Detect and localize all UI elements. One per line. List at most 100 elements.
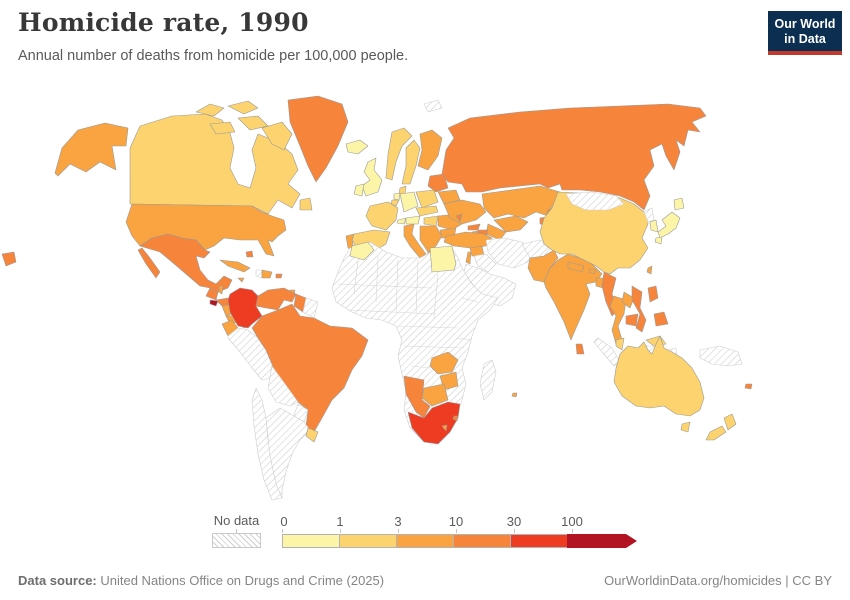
legend-bin-3-10[interactable] [396, 534, 454, 548]
country-turkey[interactable] [443, 231, 493, 249]
country-mexico-baja[interactable] [137, 247, 161, 279]
country-china[interactable] [539, 191, 649, 275]
country-namibia[interactable] [403, 375, 431, 419]
country-russia[interactable] [441, 103, 707, 211]
legend-no-data[interactable]: No data [212, 513, 261, 548]
country-puerto-rico[interactable] [275, 273, 283, 279]
country-south-africa[interactable] [407, 401, 461, 445]
country-canada-arctic-2[interactable] [227, 100, 259, 115]
country-morocco[interactable] [349, 241, 375, 261]
country-jamaica[interactable] [237, 277, 245, 283]
legend-bin-1-3[interactable] [339, 534, 397, 548]
region-haiti-no-data[interactable] [255, 269, 263, 279]
country-japan-hokkaido[interactable] [673, 197, 685, 211]
country-switzerland[interactable] [396, 217, 407, 225]
country-egypt[interactable] [429, 245, 457, 273]
country-laos[interactable] [621, 291, 635, 309]
country-colombia[interactable] [227, 287, 263, 329]
country-netherlands[interactable] [393, 192, 401, 201]
region-svalbard-no-data[interactable] [423, 99, 443, 113]
region-north-korea-no-data[interactable] [643, 207, 655, 223]
country-nepal[interactable] [567, 261, 585, 273]
country-india[interactable] [543, 253, 603, 341]
country-south-korea[interactable] [649, 219, 659, 233]
country-mexico[interactable] [139, 233, 233, 293]
country-france[interactable] [365, 201, 399, 231]
country-sri-lanka[interactable] [575, 343, 585, 355]
region-iraq-no-data[interactable] [473, 253, 497, 273]
country-uzbekistan[interactable] [493, 215, 529, 233]
country-australia[interactable] [613, 335, 705, 417]
country-finland[interactable] [417, 129, 443, 171]
country-bhutan[interactable] [588, 268, 597, 275]
region-bolivia-no-data[interactable] [267, 365, 299, 407]
country-cuba[interactable] [219, 259, 251, 273]
country-georgia[interactable] [467, 223, 481, 231]
region-argentina-no-data[interactable] [265, 407, 311, 499]
country-czechoslovakia[interactable] [415, 205, 439, 217]
country-mauritius[interactable] [511, 392, 518, 398]
country-poland[interactable] [415, 189, 439, 209]
country-alaska[interactable] [54, 122, 129, 177]
country-iceland[interactable] [345, 139, 369, 155]
legend-bin-10-30[interactable] [453, 534, 511, 548]
country-vietnam[interactable] [631, 285, 647, 333]
country-malaysia[interactable] [615, 337, 625, 351]
country-taiwan[interactable] [646, 265, 653, 275]
country-baltic-states[interactable] [427, 173, 449, 193]
region-madagascar-no-data[interactable] [479, 359, 497, 401]
no-data-label: No data [213, 513, 260, 528]
country-belgium[interactable] [390, 199, 400, 207]
region-iran-no-data[interactable] [485, 237, 533, 269]
region-guianas-no-data[interactable] [302, 297, 319, 319]
country-philippines-luzon[interactable] [647, 285, 659, 303]
country-dominican-republic[interactable] [261, 269, 273, 279]
country-norway[interactable] [385, 127, 413, 181]
country-new-zealand-north[interactable] [723, 413, 737, 431]
country-lesotho[interactable] [441, 424, 448, 432]
country-eswatini[interactable] [452, 415, 459, 422]
country-sweden[interactable] [401, 139, 421, 185]
country-germany[interactable] [399, 191, 419, 213]
country-israel[interactable] [465, 251, 472, 265]
country-austria[interactable] [405, 215, 421, 225]
country-canada-arctic-1[interactable] [195, 103, 225, 117]
country-ukraine[interactable] [443, 199, 487, 225]
country-hungary[interactable] [423, 215, 439, 227]
region-sumatra-no-data[interactable] [593, 337, 621, 367]
country-belize[interactable] [218, 285, 224, 295]
legend-bin-30-100[interactable] [510, 534, 568, 548]
country-fiji-wrap-west[interactable] [1, 251, 17, 267]
owid-logo[interactable]: Our World in Data [768, 11, 842, 55]
country-united-kingdom[interactable] [361, 157, 383, 197]
country-bahamas[interactable] [245, 250, 254, 258]
country-kazakhstan[interactable] [481, 185, 563, 219]
legend-bin-0-1[interactable] [282, 534, 340, 548]
country-greenland[interactable] [287, 95, 349, 183]
country-el-salvador[interactable] [209, 299, 219, 307]
country-brazil[interactable] [251, 303, 369, 433]
country-new-zealand-south[interactable] [705, 425, 727, 441]
country-japan-honshu[interactable] [657, 211, 681, 239]
legend-bin-100-plus[interactable] [567, 534, 637, 548]
country-italy[interactable] [403, 223, 427, 259]
no-data-swatch[interactable] [212, 533, 261, 548]
country-cambodia[interactable] [625, 313, 639, 327]
region-mongolia-no-data[interactable] [565, 191, 625, 211]
country-philippines-mindanao[interactable] [653, 311, 669, 327]
country-belarus[interactable] [437, 189, 461, 205]
country-zambia[interactable] [429, 351, 459, 375]
country-canada-arctic-4[interactable] [209, 121, 236, 135]
country-japan-kyushu[interactable] [654, 236, 663, 245]
region-new-guinea-no-data[interactable] [699, 345, 743, 367]
country-yugoslavia[interactable] [419, 225, 443, 253]
country-ireland[interactable] [353, 183, 365, 197]
country-canada-newfoundland[interactable] [299, 197, 313, 211]
country-fiji[interactable] [744, 383, 753, 390]
country-venezuela[interactable] [255, 287, 297, 311]
license-note[interactable]: OurWorldinData.org/homicides | CC BY [604, 573, 832, 588]
country-moldova[interactable] [455, 213, 463, 223]
country-canada-baffin[interactable] [261, 121, 293, 151]
country-australia-tasmania[interactable] [680, 421, 691, 433]
country-uruguay[interactable] [305, 427, 319, 443]
